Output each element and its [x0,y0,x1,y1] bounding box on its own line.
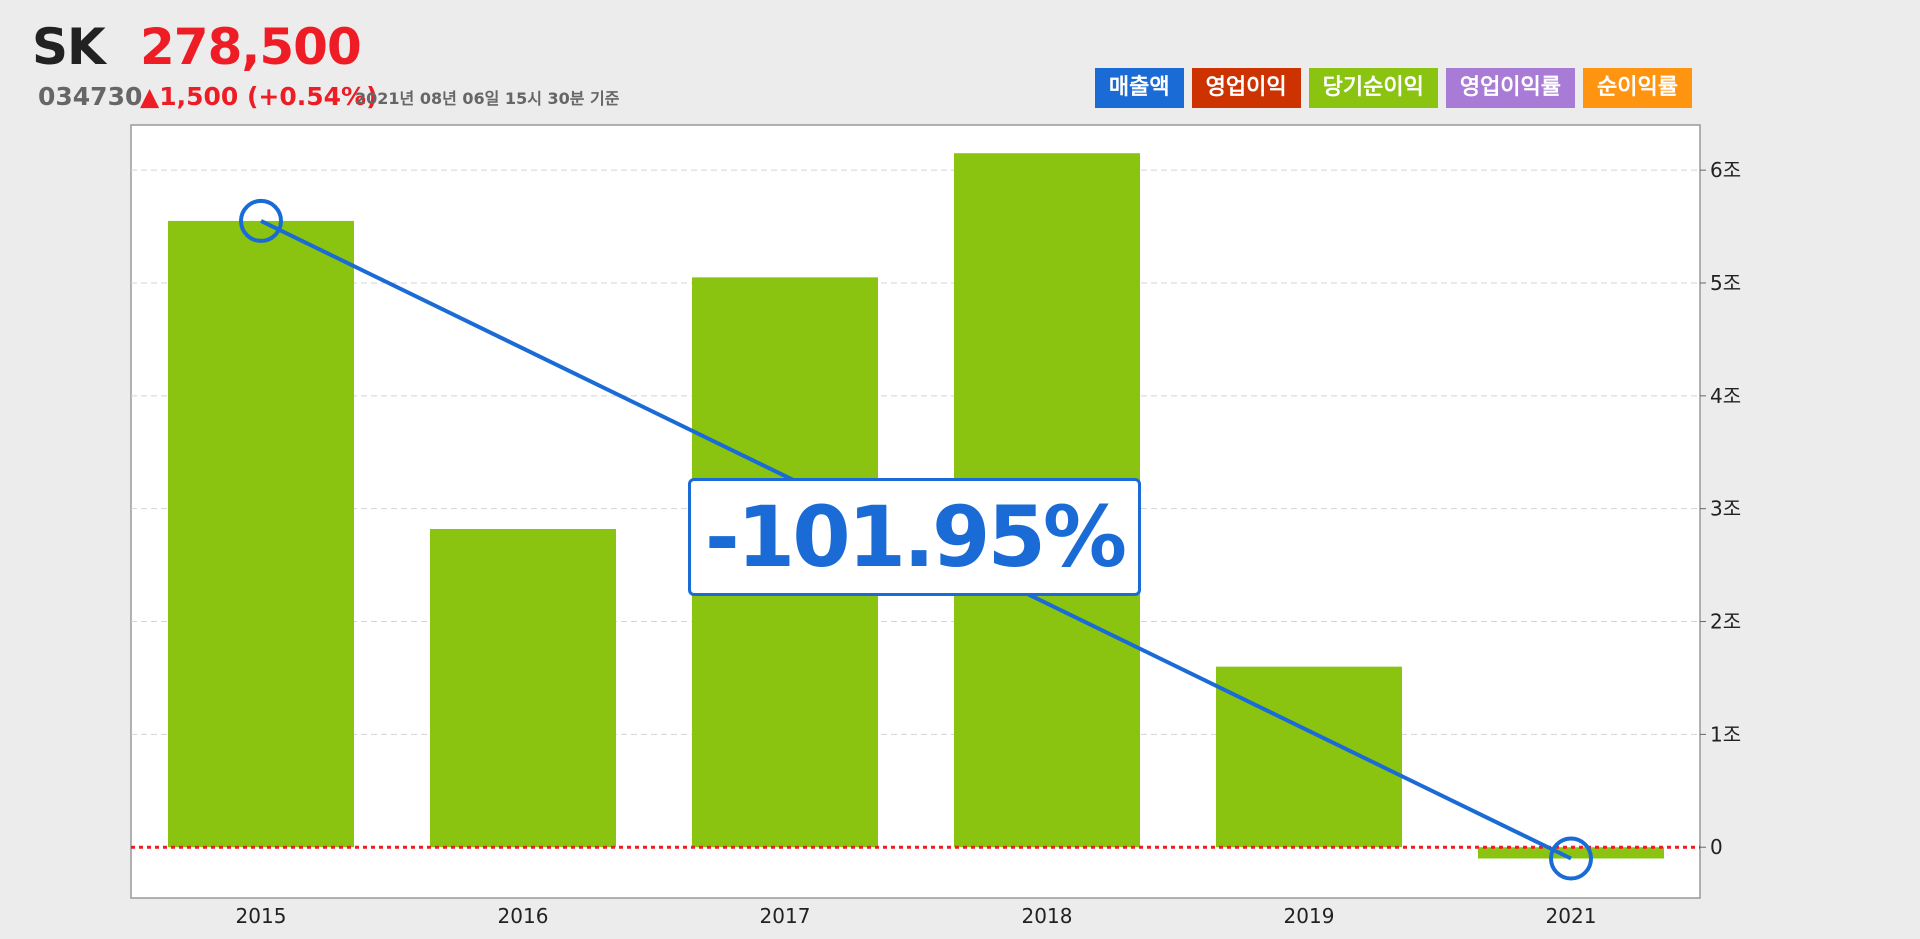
y-tick-label: 1조 [1710,722,1741,746]
price-change: ▲1,500 (+0.54%) [140,82,378,111]
legend-net-margin[interactable]: 순이익률 [1583,68,1692,108]
legend: 매출액 영업이익 당기순이익 영업이익률 순이익률 [1094,68,1692,108]
x-tick-label: 2016 [498,904,549,928]
x-tick-label: 2019 [1284,904,1335,928]
bar [430,528,616,848]
bar [168,220,354,848]
x-tick-label: 2017 [760,904,811,928]
y-tick-label: 2조 [1710,610,1741,634]
bar [1478,847,1664,859]
y-tick-label: 3조 [1710,497,1741,521]
trend-change-callout: -101.95% [688,478,1141,596]
as-of-timestamp: 2021년 08년 06일 15시 30분 기준 [355,89,620,108]
stock-price: 278,500 [140,18,362,76]
stock-name: SK [32,18,106,76]
x-tick-label: 2018 [1022,904,1073,928]
trend-end-marker [1549,836,1593,881]
y-tick-label: 6조 [1710,158,1741,182]
legend-operating-profit[interactable]: 영업이익 [1191,68,1301,108]
trend-start-marker [239,198,283,243]
x-tick-label: 2021 [1546,904,1597,928]
stock-code: 034730 [38,82,143,111]
legend-operating-margin[interactable]: 영업이익률 [1445,68,1576,108]
x-tick-label: 2015 [236,904,287,928]
y-tick-label: 5조 [1710,271,1741,295]
y-tick-label: 0 [1710,835,1723,859]
legend-net-income[interactable]: 당기순이익 [1308,68,1438,108]
legend-revenue[interactable]: 매출액 [1094,68,1184,108]
bar [1216,666,1402,848]
y-tick-label: 4조 [1710,384,1741,408]
